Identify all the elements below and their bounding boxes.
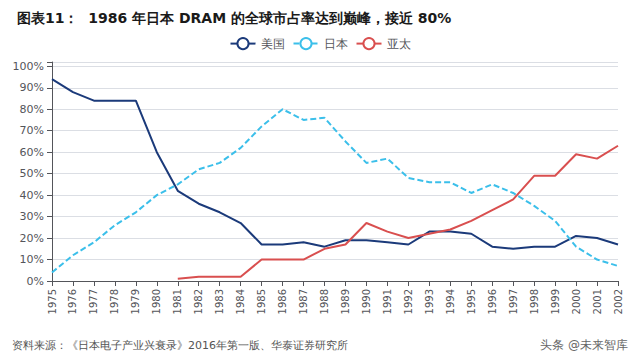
svg-text:90%: 90% <box>20 81 44 94</box>
svg-text:0%: 0% <box>27 275 44 288</box>
svg-text:1984: 1984 <box>235 289 246 314</box>
svg-text:1993: 1993 <box>424 289 435 314</box>
svg-text:1996: 1996 <box>487 289 498 314</box>
svg-text:1998: 1998 <box>529 289 540 314</box>
svg-text:40%: 40% <box>20 189 44 202</box>
svg-text:80%: 80% <box>20 103 44 116</box>
svg-text:资料来源：《日本电子产业兴衰录》2016年第一版、华泰证券研: 资料来源：《日本电子产业兴衰录》2016年第一版、华泰证券研究所 <box>12 339 348 352</box>
svg-text:1985: 1985 <box>256 289 267 314</box>
svg-text:美国: 美国 <box>261 37 285 51</box>
svg-text:100%: 100% <box>13 60 44 73</box>
svg-text:1991: 1991 <box>382 289 393 314</box>
svg-text:1999: 1999 <box>550 289 561 314</box>
svg-text:1981: 1981 <box>172 289 183 314</box>
svg-text:亚太: 亚太 <box>387 37 411 51</box>
svg-text:1982: 1982 <box>193 289 204 314</box>
svg-text:1988: 1988 <box>319 289 330 314</box>
svg-text:头条 @未来智库: 头条 @未来智库 <box>540 338 628 352</box>
svg-text:1983: 1983 <box>214 289 225 314</box>
svg-text:1986: 1986 <box>277 289 288 314</box>
svg-text:2001: 2001 <box>592 289 603 314</box>
svg-text:1975: 1975 <box>47 289 58 314</box>
svg-text:1990: 1990 <box>361 289 372 314</box>
svg-text:60%: 60% <box>20 146 44 159</box>
svg-text:1977: 1977 <box>88 289 99 314</box>
svg-text:日本: 日本 <box>324 37 348 51</box>
svg-text:1997: 1997 <box>508 289 519 314</box>
svg-text:1994: 1994 <box>445 289 456 314</box>
svg-text:图表11： 1986 年日本 DRAM 的全球市占率达到巅: 图表11： 1986 年日本 DRAM 的全球市占率达到巅峰，接近 80% <box>17 10 451 26</box>
svg-text:2000: 2000 <box>571 289 582 314</box>
svg-text:10%: 10% <box>20 253 44 266</box>
svg-text:70%: 70% <box>20 124 44 137</box>
svg-text:1979: 1979 <box>130 289 141 314</box>
svg-text:30%: 30% <box>20 210 44 223</box>
svg-text:1992: 1992 <box>403 289 414 314</box>
svg-text:1976: 1976 <box>67 289 78 314</box>
svg-text:2002: 2002 <box>613 289 624 314</box>
svg-text:1989: 1989 <box>340 289 351 314</box>
svg-text:20%: 20% <box>20 232 44 245</box>
svg-text:50%: 50% <box>20 167 44 180</box>
svg-text:1980: 1980 <box>151 289 162 314</box>
svg-text:1987: 1987 <box>298 289 309 314</box>
svg-text:1995: 1995 <box>466 289 477 314</box>
svg-text:1978: 1978 <box>109 289 120 314</box>
